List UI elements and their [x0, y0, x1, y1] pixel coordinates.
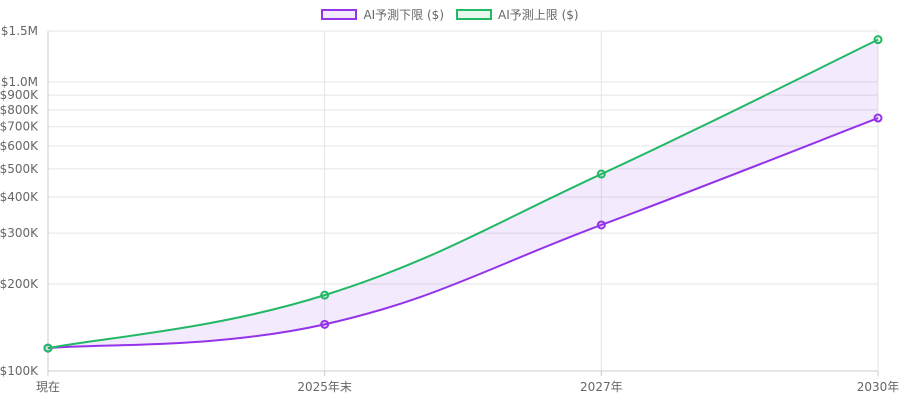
- y-tick-label: $400K: [0, 190, 39, 204]
- data-point: [43, 343, 53, 353]
- x-tick-label: 2025年末: [297, 380, 352, 394]
- legend-swatch: [456, 9, 492, 20]
- y-tick-label: $1.5M: [1, 24, 38, 38]
- y-tick-label: $700K: [0, 120, 39, 134]
- range-band-fill: [48, 39, 878, 349]
- y-tick-label: $800K: [0, 103, 39, 117]
- legend: AI予測下限 ($) AI予測上限 ($): [0, 6, 900, 23]
- data-point: [596, 220, 606, 230]
- legend-label: AI予測上限 ($): [498, 8, 579, 22]
- legend-label: AI予測下限 ($): [363, 8, 444, 22]
- y-tick-label: $300K: [0, 226, 39, 240]
- legend-swatch: [321, 9, 358, 20]
- data-point: [320, 290, 330, 300]
- x-tick-label: 2027年: [580, 380, 623, 394]
- series-line: [47, 38, 879, 350]
- data-point: [873, 113, 883, 123]
- x-tick-label: 現在: [36, 380, 60, 394]
- data-point: [596, 169, 606, 179]
- y-tick-label: $500K: [0, 162, 39, 176]
- y-tick-label: $100K: [0, 364, 39, 378]
- legend-item[interactable]: AI予測上限 ($): [456, 6, 579, 23]
- series-line: [47, 117, 879, 350]
- x-tick-label: 2030年: [857, 380, 900, 394]
- y-tick-label: $1.0M: [1, 75, 38, 89]
- y-tick-label: $200K: [0, 277, 39, 291]
- y-tick-label: $600K: [0, 139, 39, 153]
- legend-item[interactable]: AI予測下限 ($): [321, 6, 444, 23]
- data-point: [320, 319, 330, 329]
- y-tick-label: $900K: [0, 88, 39, 102]
- data-point: [873, 35, 883, 45]
